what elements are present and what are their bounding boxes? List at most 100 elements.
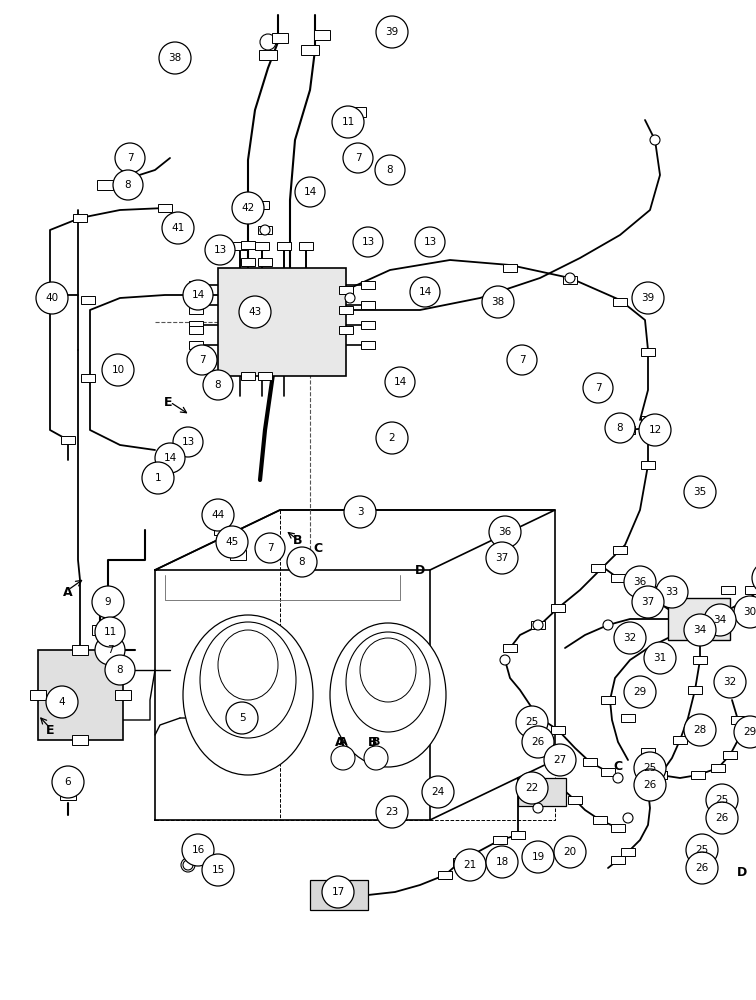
Text: A: A [339,737,347,747]
Bar [214,525,230,535]
Bar [641,348,655,356]
Text: 44: 44 [212,510,225,520]
Bar [38,650,123,740]
Bar [255,201,269,209]
Bar [92,625,108,635]
Circle shape [507,345,537,375]
Text: 29: 29 [743,727,756,737]
Bar [189,341,203,349]
Bar [641,748,655,756]
Circle shape [36,282,68,314]
Text: 25: 25 [715,795,729,805]
Bar [189,301,203,309]
Bar [241,258,255,266]
Bar [591,564,605,572]
Circle shape [232,192,264,224]
Bar [563,276,577,284]
Circle shape [706,802,738,834]
Circle shape [364,746,388,770]
Text: 7: 7 [199,355,206,365]
Circle shape [489,516,521,548]
Text: 24: 24 [432,787,445,797]
Circle shape [46,686,78,718]
Circle shape [95,635,125,665]
Circle shape [684,614,716,646]
Circle shape [704,604,736,636]
Circle shape [162,212,194,244]
Text: 38: 38 [169,53,181,63]
Text: 16: 16 [191,845,205,855]
Text: 40: 40 [45,293,58,303]
Bar [583,758,597,766]
Circle shape [634,752,666,784]
Ellipse shape [330,623,446,767]
Text: 32: 32 [624,633,637,643]
Circle shape [159,42,191,74]
Text: 41: 41 [172,223,184,233]
Circle shape [624,566,656,598]
Bar [621,848,635,856]
Text: 1: 1 [155,473,161,483]
Bar [189,286,203,294]
Ellipse shape [346,632,430,732]
Bar [72,645,88,655]
Bar [621,426,635,434]
Circle shape [482,286,514,318]
Text: 14: 14 [163,453,177,463]
Circle shape [287,547,317,577]
Circle shape [125,177,135,187]
Bar [233,242,247,250]
Text: 12: 12 [649,425,662,435]
Text: 14: 14 [303,187,317,197]
Circle shape [714,666,746,698]
Circle shape [603,620,613,630]
Bar [189,306,203,314]
Text: 2: 2 [389,433,395,443]
Text: C: C [613,760,622,774]
Circle shape [376,796,408,828]
Text: 39: 39 [641,293,655,303]
Bar [601,768,615,776]
Ellipse shape [360,638,416,702]
Ellipse shape [183,615,313,775]
Bar [189,281,203,289]
Bar [601,696,615,704]
Circle shape [410,277,440,307]
Circle shape [332,106,364,138]
Bar [81,374,95,382]
Text: 25: 25 [696,845,708,855]
Circle shape [322,876,354,908]
Text: A: A [64,585,73,598]
Circle shape [295,177,325,207]
Circle shape [155,443,185,473]
Circle shape [486,846,518,878]
Text: 19: 19 [531,852,544,862]
Circle shape [533,803,543,813]
Circle shape [644,642,676,674]
Bar [72,735,88,745]
Circle shape [202,854,234,886]
Bar [493,836,507,844]
Circle shape [113,170,143,200]
Bar [241,241,255,249]
Bar [73,214,87,222]
Bar [611,856,625,864]
Bar [711,764,725,772]
Circle shape [624,676,656,708]
Bar [688,686,702,694]
Circle shape [500,655,510,665]
Circle shape [239,296,271,328]
Bar [339,306,353,314]
Text: 45: 45 [225,537,239,547]
Text: C: C [314,542,323,556]
Bar [611,824,625,832]
Text: 11: 11 [342,117,355,127]
Text: 26: 26 [643,780,657,790]
Bar [723,751,737,759]
Circle shape [125,177,135,187]
Text: 7: 7 [355,153,361,163]
Text: 34: 34 [693,625,707,635]
Bar [189,326,203,334]
Text: 14: 14 [418,287,432,297]
Bar [361,321,375,329]
